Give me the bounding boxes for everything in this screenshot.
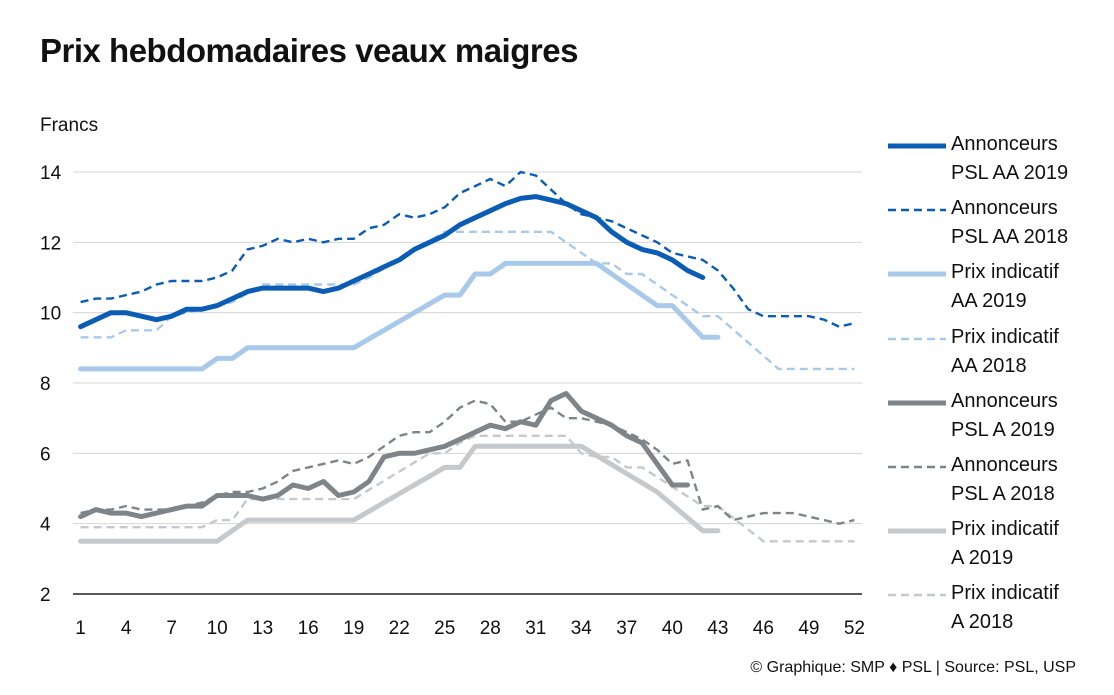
y-tick-label: 14 bbox=[40, 163, 62, 184]
legend-swatch bbox=[888, 594, 946, 597]
x-tick-label: 4 bbox=[121, 618, 132, 639]
legend-label-line: Prix indicatif bbox=[951, 325, 1059, 348]
series-line-3 bbox=[78, 260, 721, 372]
x-tick-label: 10 bbox=[207, 618, 228, 639]
legend-swatch bbox=[888, 400, 946, 406]
y-tick-label: 8 bbox=[40, 374, 51, 395]
y-tick-label: 2 bbox=[40, 585, 51, 606]
legend-label: Prix indicatif A 2019 bbox=[951, 515, 1101, 573]
legend-swatch bbox=[888, 337, 946, 340]
legend-swatch bbox=[888, 528, 946, 534]
legend-label-line: PSL AA 2018 bbox=[951, 226, 1069, 249]
legend-item: Prix indicatif AA 2018 bbox=[888, 325, 1098, 389]
series-line-8 bbox=[80, 434, 855, 543]
x-tick-label: 52 bbox=[844, 618, 865, 639]
legend-label-line: Prix indicatif bbox=[951, 261, 1059, 284]
legend-item: Prix indicatif AA 2019 bbox=[888, 260, 1098, 324]
legend-label-line: Annonceurs bbox=[951, 389, 1058, 412]
legend-label: Annonceurs PSL AA 2019 bbox=[951, 130, 1101, 188]
legend-label-line: AA 2018 bbox=[951, 354, 1027, 377]
x-tick-label: 13 bbox=[252, 618, 273, 639]
chart-legend: Annonceurs PSL AA 2019 Annonceurs PSL AA 20… bbox=[888, 132, 1098, 646]
y-tick-label: 10 bbox=[40, 304, 61, 325]
legend-label-line: A 2018 bbox=[951, 611, 1014, 634]
series-line-1 bbox=[78, 194, 706, 330]
legend-label: Prix indicatif AA 2019 bbox=[951, 258, 1101, 316]
x-tick-label: 19 bbox=[343, 618, 364, 639]
legend-label-line: Annonceurs bbox=[951, 453, 1058, 476]
legend-label-line: AA 2019 bbox=[951, 290, 1027, 313]
x-tick-label: 37 bbox=[616, 618, 637, 639]
legend-item: Annonceurs PSL A 2018 bbox=[888, 453, 1098, 517]
y-tick-label: 12 bbox=[40, 233, 61, 254]
y-tick-label: 6 bbox=[40, 444, 51, 465]
legend-label: Prix indicatif A 2018 bbox=[951, 579, 1101, 637]
legend-label-line: PSL AA 2019 bbox=[951, 162, 1069, 184]
series-line-5 bbox=[78, 391, 690, 520]
legend-label: Annonceurs PSL A 2019 bbox=[951, 387, 1101, 445]
legend-item: Prix indicatif A 2018 bbox=[888, 581, 1098, 645]
series-line-4 bbox=[80, 230, 855, 371]
x-tick-label: 25 bbox=[434, 618, 455, 639]
legend-item: Annonceurs PSL AA 2019 bbox=[888, 132, 1098, 196]
series-line-7 bbox=[78, 443, 721, 544]
x-tick-label: 7 bbox=[166, 618, 177, 639]
legend-label: Prix indicatif AA 2018 bbox=[951, 323, 1101, 381]
legend-item: Prix indicatif A 2019 bbox=[888, 517, 1098, 581]
x-tick-label: 31 bbox=[525, 618, 546, 639]
y-tick-label: 4 bbox=[40, 515, 51, 536]
legend-swatch bbox=[888, 271, 946, 277]
x-tick-label: 34 bbox=[571, 618, 593, 639]
legend-swatch bbox=[888, 208, 946, 212]
source-credit: © Graphique: SMP ♦ PSL | Source: PSL, US… bbox=[750, 659, 1076, 676]
legend-swatch bbox=[888, 143, 946, 149]
chart-title: Prix hebdomadaires veaux maigres bbox=[40, 32, 578, 69]
legend-swatch bbox=[888, 465, 946, 469]
legend-item: Annonceurs PSL A 2019 bbox=[888, 389, 1098, 453]
x-tick-label: 1 bbox=[75, 618, 86, 639]
legend-label-line: Prix indicatif bbox=[951, 582, 1059, 605]
x-tick-label: 28 bbox=[480, 618, 501, 639]
legend-label-line: Annonceurs bbox=[951, 197, 1058, 220]
x-tick-label: 46 bbox=[753, 618, 774, 639]
legend-label-line: PSL A 2018 bbox=[951, 482, 1055, 505]
x-tick-label: 43 bbox=[707, 618, 728, 639]
x-tick-label: 49 bbox=[798, 618, 819, 639]
y-axis-unit-label: Francs bbox=[40, 115, 99, 136]
legend-label-line: Annonceurs bbox=[951, 133, 1058, 155]
x-tick-label: 22 bbox=[389, 618, 410, 639]
legend-label-line: Prix indicatif bbox=[951, 518, 1059, 541]
legend-item: Annonceurs PSL AA 2018 bbox=[888, 196, 1098, 260]
legend-label: Annonceurs PSL AA 2018 bbox=[951, 194, 1101, 252]
legend-label-line: PSL A 2019 bbox=[951, 418, 1055, 441]
legend-label: Annonceurs PSL A 2018 bbox=[951, 451, 1101, 509]
legend-label-line: A 2019 bbox=[951, 547, 1014, 570]
x-tick-label: 16 bbox=[298, 618, 319, 639]
x-tick-label: 40 bbox=[662, 618, 683, 639]
series-line-2 bbox=[80, 170, 855, 328]
